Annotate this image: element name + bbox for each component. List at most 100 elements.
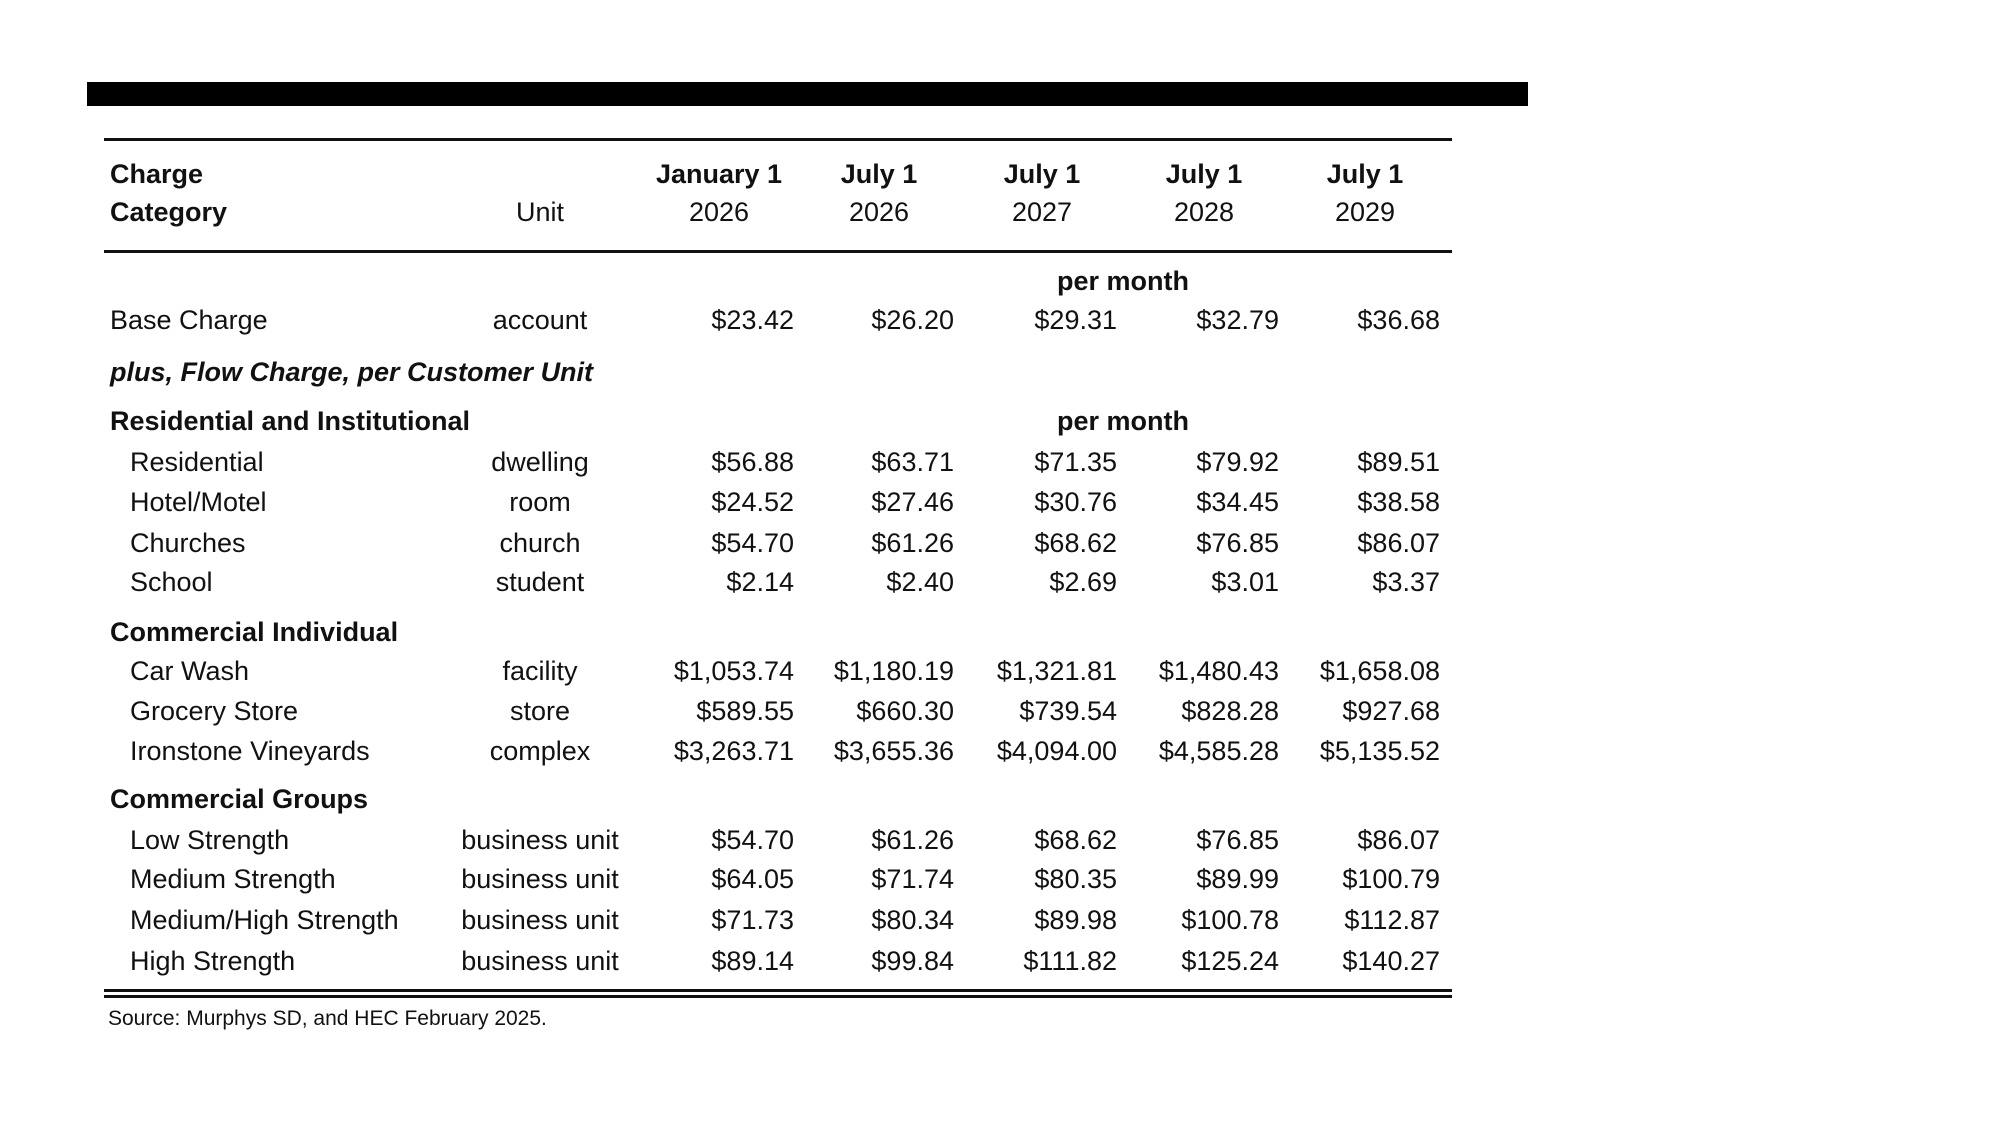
row-value: $64.05 (711, 864, 794, 894)
table-bottom-rule-double (104, 995, 1452, 998)
row-unit: store (509, 696, 571, 726)
row-value: $61.26 (871, 825, 954, 855)
header-date-label: July 1 (840, 159, 918, 189)
row-label: Low Strength (130, 825, 290, 855)
header-unit: Unit (515, 197, 564, 227)
row-value: $30.76 (1034, 487, 1117, 517)
row-value: $100.78 (1181, 905, 1279, 935)
row-label: Residential (130, 447, 264, 477)
row-value: $38.58 (1357, 487, 1440, 517)
group-title: Commercial Groups (110, 784, 369, 814)
row-value: $2.69 (1049, 567, 1117, 597)
header-date-year: 2029 (1334, 197, 1396, 227)
header-date-label: January 1 (655, 159, 783, 189)
row-value: $99.84 (871, 946, 954, 976)
row-value: $89.99 (1196, 864, 1279, 894)
base-charge-label: Base Charge (110, 305, 268, 335)
row-value: $927.68 (1342, 696, 1440, 726)
row-label: Medium Strength (130, 864, 336, 894)
row-value: $76.85 (1196, 528, 1279, 558)
table-top-rule (104, 138, 1452, 141)
row-value: $89.98 (1034, 905, 1117, 935)
per-month-label: per month (1057, 266, 1189, 296)
per-month-label: per month (1057, 406, 1189, 436)
row-label: Car Wash (130, 656, 250, 686)
row-label: Hotel/Motel (130, 487, 267, 517)
row-value: $34.45 (1196, 487, 1279, 517)
row-value: $27.46 (871, 487, 954, 517)
row-value: $1,480.43 (1158, 656, 1279, 686)
header-date-year: 2028 (1173, 197, 1235, 227)
base-charge-value: $29.31 (1034, 305, 1117, 335)
row-unit: business unit (461, 825, 619, 855)
row-value: $71.73 (711, 905, 794, 935)
header-date-year: 2027 (1011, 197, 1073, 227)
row-value: $125.24 (1181, 946, 1279, 976)
row-value: $140.27 (1342, 946, 1440, 976)
row-value: $3.01 (1211, 567, 1279, 597)
row-value: $79.92 (1196, 447, 1279, 477)
row-value: $4,585.28 (1158, 736, 1279, 766)
header-date-year: 2026 (848, 197, 910, 227)
base-charge-unit: account (492, 305, 588, 335)
header-category-line1: Charge (110, 159, 204, 189)
row-unit: room (509, 487, 571, 517)
row-unit: complex (489, 736, 591, 766)
row-value: $1,053.74 (673, 656, 794, 686)
row-value: $3.37 (1372, 567, 1440, 597)
row-unit: facility (502, 656, 578, 686)
row-value: $2.14 (726, 567, 794, 597)
header-bottom-rule (104, 250, 1452, 253)
row-value: $828.28 (1181, 696, 1279, 726)
row-label: Ironstone Vineyards (130, 736, 370, 766)
base-charge-value: $23.42 (711, 305, 794, 335)
row-value: $5,135.52 (1319, 736, 1440, 766)
row-value: $54.70 (711, 825, 794, 855)
row-value: $86.07 (1357, 825, 1440, 855)
header-date-year: 2026 (688, 197, 750, 227)
row-value: $589.55 (696, 696, 794, 726)
group-title: Residential and Institutional (110, 406, 471, 436)
row-value: $89.14 (711, 946, 794, 976)
row-unit: business unit (461, 905, 619, 935)
row-value: $56.88 (711, 447, 794, 477)
row-value: $54.70 (711, 528, 794, 558)
row-unit: student (495, 567, 585, 597)
row-unit: business unit (461, 946, 619, 976)
row-value: $3,655.36 (833, 736, 954, 766)
row-value: $4,094.00 (996, 736, 1117, 766)
row-value: $3,263.71 (673, 736, 794, 766)
group-title: Commercial Individual (110, 617, 399, 647)
row-value: $1,321.81 (996, 656, 1117, 686)
row-label: School (130, 567, 213, 597)
flow-charge-label: plus, Flow Charge, per Customer Unit (110, 357, 594, 387)
row-value: $739.54 (1019, 696, 1117, 726)
header-date-label: July 1 (1165, 159, 1243, 189)
table-bottom-rule (104, 989, 1452, 992)
row-value: $71.35 (1034, 447, 1117, 477)
row-unit: dwelling (491, 447, 589, 477)
row-value: $61.26 (871, 528, 954, 558)
row-value: $24.52 (711, 487, 794, 517)
header-date-label: July 1 (1003, 159, 1081, 189)
base-charge-value: $26.20 (871, 305, 954, 335)
row-value: $111.82 (1023, 946, 1117, 976)
row-value: $1,180.19 (833, 656, 954, 686)
row-value: $2.40 (886, 567, 954, 597)
row-value: $80.34 (871, 905, 954, 935)
row-value: $71.74 (871, 864, 954, 894)
base-charge-value: $36.68 (1357, 305, 1440, 335)
base-charge-value: $32.79 (1196, 305, 1279, 335)
row-value: $660.30 (856, 696, 954, 726)
row-unit: church (499, 528, 581, 558)
row-label: High Strength (130, 946, 296, 976)
row-value: $100.79 (1342, 864, 1440, 894)
row-value: $76.85 (1196, 825, 1279, 855)
row-label: Grocery Store (130, 696, 299, 726)
source-note: Source: Murphys SD, and HEC February 202… (108, 1007, 547, 1030)
header-category-line2: Category (110, 197, 228, 227)
row-value: $1,658.08 (1319, 656, 1440, 686)
row-value: $68.62 (1034, 825, 1117, 855)
row-value: $68.62 (1034, 528, 1117, 558)
row-value: $63.71 (871, 447, 954, 477)
